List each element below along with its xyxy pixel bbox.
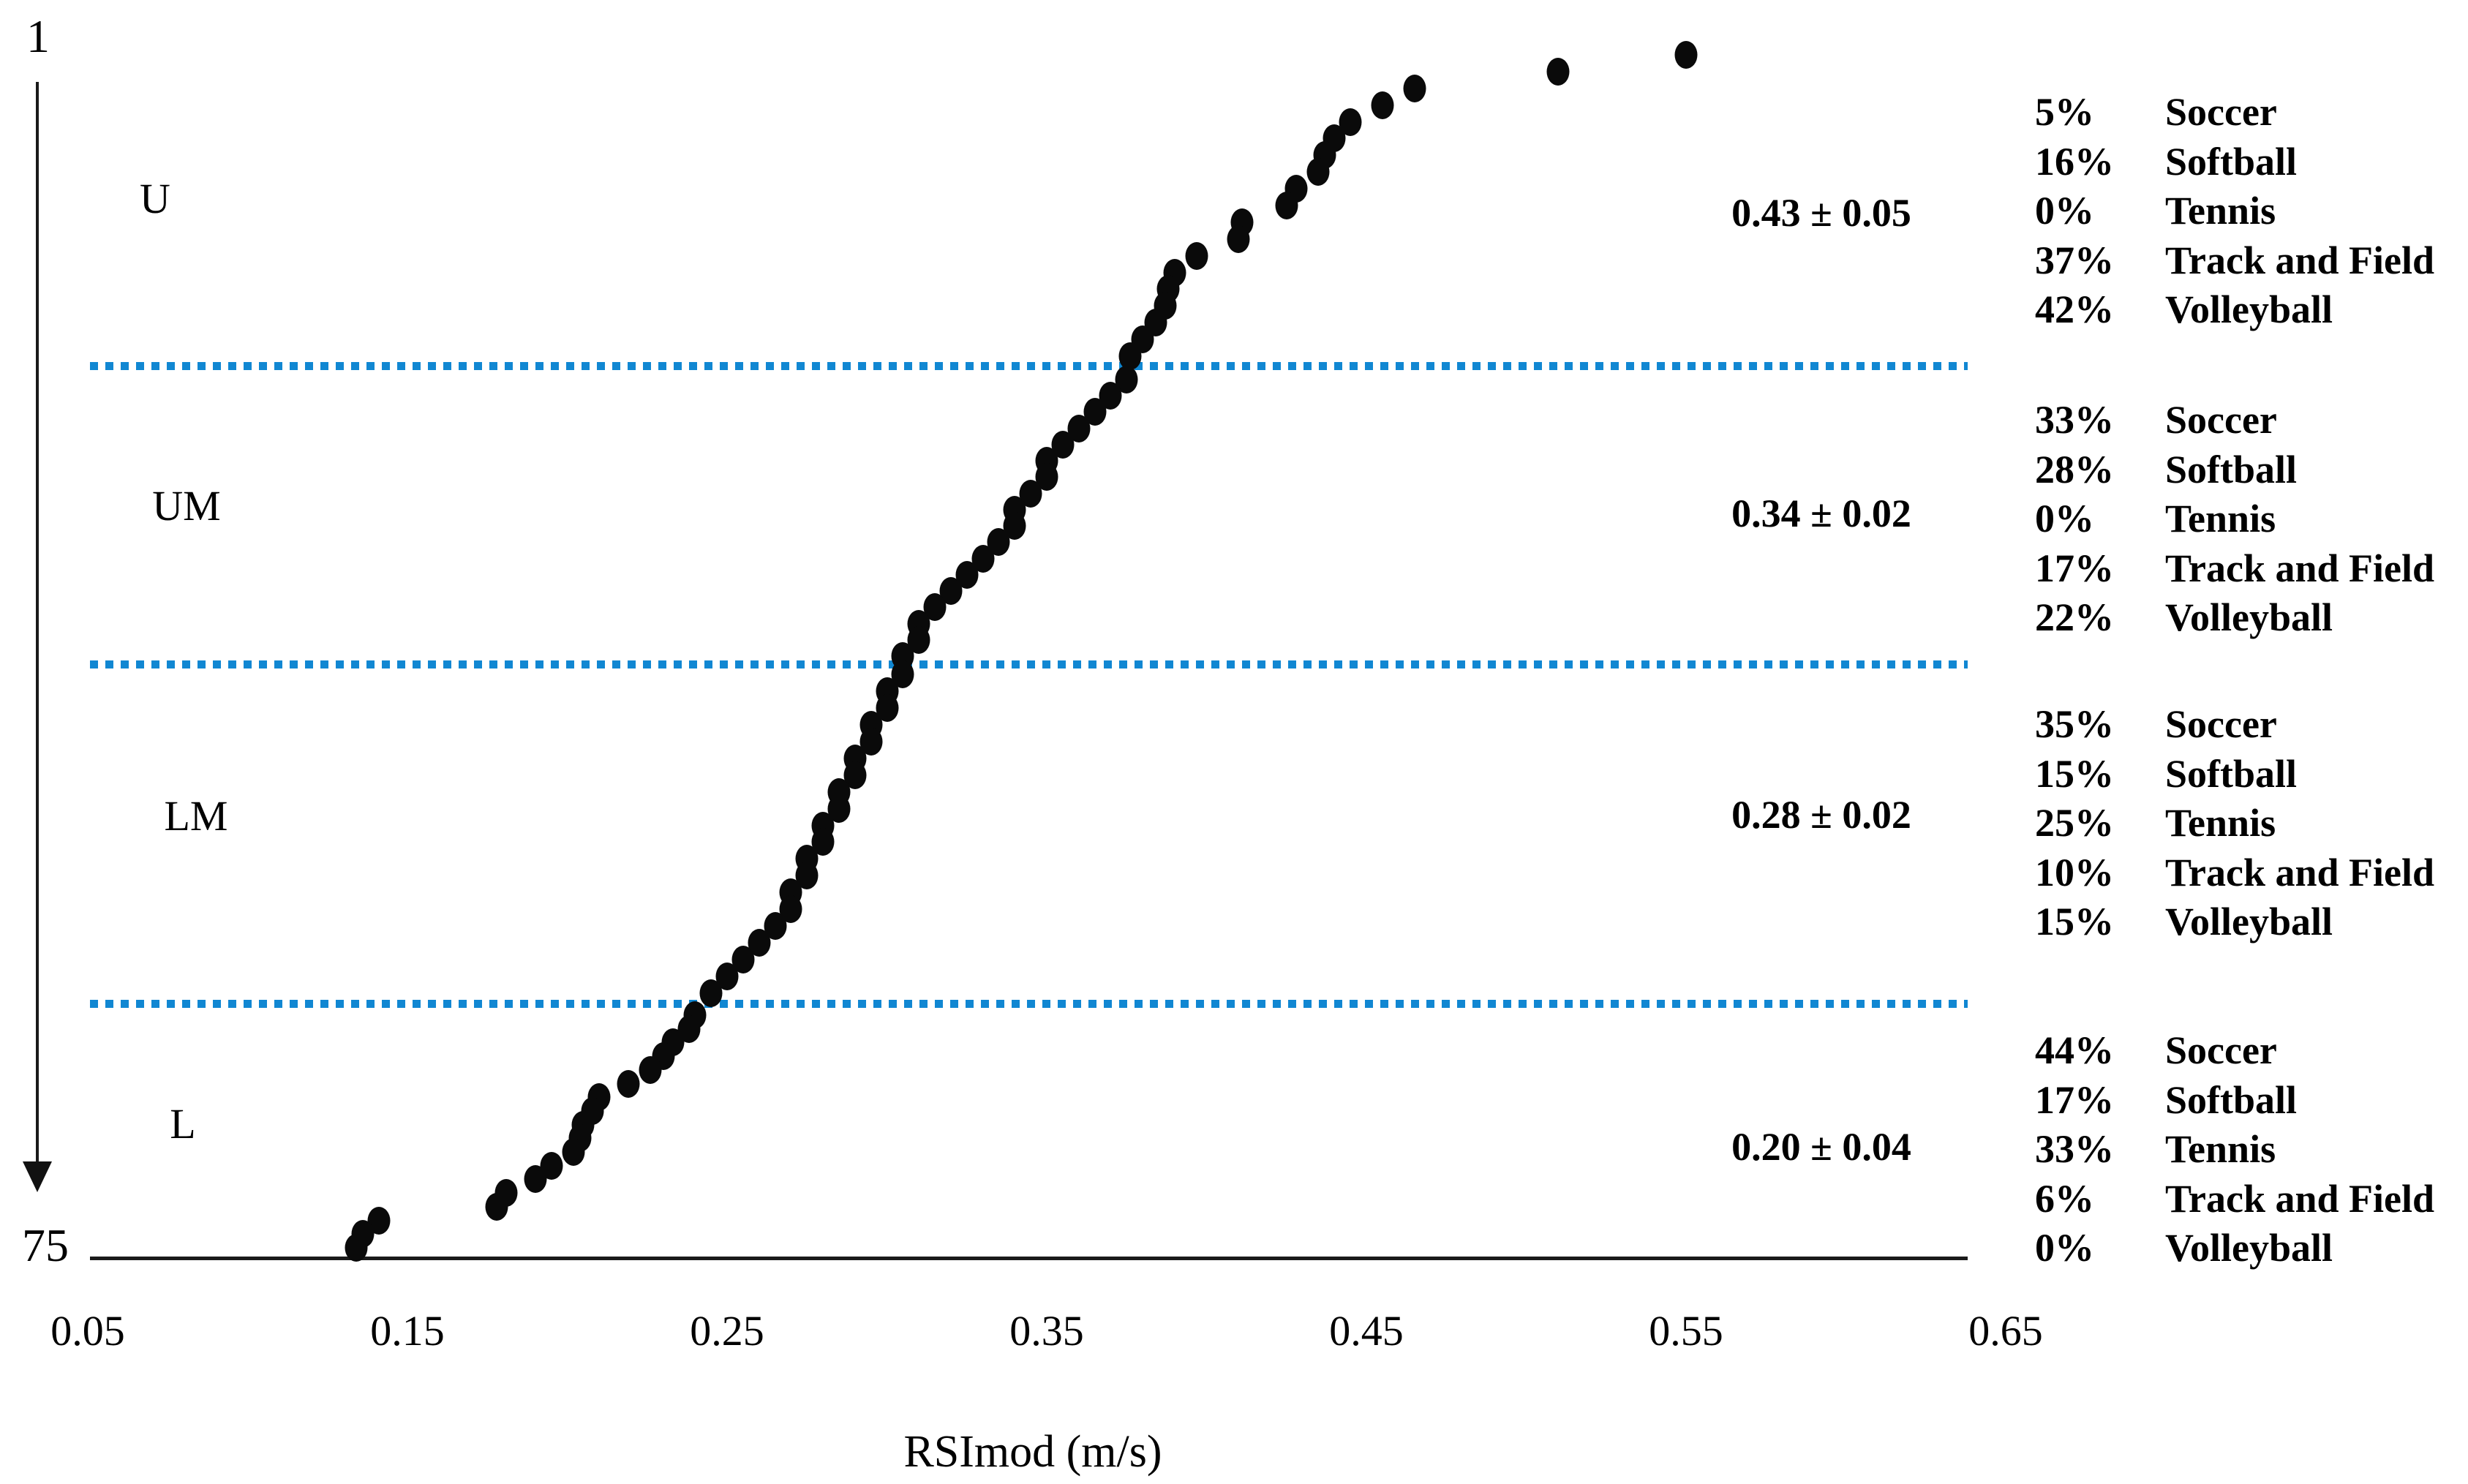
legend-percent-um-volleyball: 22% (2035, 595, 2114, 640)
legend-percent-l-volleyball: 0% (2035, 1226, 2094, 1270)
group-label-l: L (170, 1100, 196, 1148)
legend-percent-um-softball: 28% (2035, 447, 2114, 491)
x-tick-0.55: 0.55 (1649, 1307, 1723, 1355)
legend-percent-u-soccer: 5% (2035, 90, 2094, 134)
legend-percent-l-softball: 17% (2035, 1077, 2114, 1122)
legend-percent-um-tennis: 0% (2035, 497, 2094, 541)
data-point (699, 979, 723, 1007)
x-tick-0.15: 0.15 (370, 1307, 445, 1355)
data-point (524, 1165, 547, 1194)
x-axis-line (90, 1257, 1968, 1260)
legend-percent-lm-tennis: 25% (2035, 801, 2114, 845)
data-point (485, 1192, 508, 1221)
data-point (639, 1055, 662, 1084)
group-mean-u: 0.43 ± 0.05 (1731, 191, 1911, 235)
legend-sport-lm-track-and-field: Track and Field (2165, 850, 2435, 894)
x-tick-0.45: 0.45 (1329, 1307, 1404, 1355)
legend-sport-um-softball: Softball (2165, 447, 2298, 491)
legend-sport-um-soccer: Soccer (2165, 398, 2277, 442)
legend-percent-lm-soccer: 35% (2035, 702, 2114, 746)
legend-sport-l-soccer: Soccer (2165, 1028, 2277, 1072)
y-axis-top-tick-label: 1 (26, 10, 50, 62)
legend-percent-lm-volleyball: 15% (2035, 900, 2114, 944)
x-tick-0.65: 0.65 (1968, 1307, 2043, 1355)
y-axis-arrow-line (36, 82, 39, 1163)
x-tick-0.35: 0.35 (1009, 1307, 1084, 1355)
x-axis-title: RSImod (m/s) (903, 1427, 1162, 1477)
legend-sport-u-volleyball: Volleyball (2165, 287, 2333, 332)
legend-sport-lm-soccer: Soccer (2165, 702, 2277, 746)
legend-sport-um-volleyball: Volleyball (2165, 595, 2333, 640)
x-tick-0.05: 0.05 (50, 1307, 125, 1355)
group-mean-um: 0.34 ± 0.02 (1731, 491, 1911, 535)
legend-percent-u-volleyball: 42% (2035, 287, 2114, 332)
data-point (1185, 241, 1208, 270)
legend-sport-u-soccer: Soccer (2165, 90, 2277, 134)
legend-percent-lm-softball: 15% (2035, 751, 2114, 796)
legend-percent-um-track-and-field: 17% (2035, 546, 2114, 590)
legend-sport-l-softball: Softball (2165, 1077, 2298, 1122)
quartile-divider-u-um (90, 362, 1968, 370)
y-axis-arrowhead-icon (23, 1161, 52, 1192)
legend-percent-lm-track-and-field: 10% (2035, 850, 2114, 894)
x-tick-0.25: 0.25 (690, 1307, 764, 1355)
data-point (1306, 158, 1330, 187)
legend-percent-um-soccer: 33% (2035, 398, 2114, 442)
group-label-u: U (140, 175, 170, 222)
legend-percent-l-track-and-field: 6% (2035, 1176, 2094, 1221)
legend-percent-u-track-and-field: 37% (2035, 238, 2114, 282)
legend-sport-um-track-and-field: Track and Field (2165, 546, 2435, 590)
data-point (617, 1069, 640, 1098)
y-axis-bottom-tick-label: 75 (22, 1219, 69, 1271)
legend-sport-l-track-and-field: Track and Field (2165, 1176, 2435, 1221)
data-point (1371, 91, 1394, 119)
legend-percent-l-tennis: 33% (2035, 1127, 2114, 1172)
legend-sport-um-tennis: Tennis (2165, 497, 2276, 541)
legend-sport-u-track-and-field: Track and Field (2165, 238, 2435, 282)
legend-percent-u-softball: 16% (2035, 139, 2114, 184)
data-point (1674, 41, 1698, 69)
group-mean-l: 0.20 ± 0.04 (1731, 1125, 1911, 1169)
quartile-divider-lm-l (90, 1000, 1968, 1008)
legend-sport-l-volleyball: Volleyball (2165, 1226, 2333, 1270)
legend-sport-lm-tennis: Tennis (2165, 801, 2276, 845)
legend-sport-lm-softball: Softball (2165, 751, 2298, 796)
legend-sport-u-softball: Softball (2165, 139, 2298, 184)
legend-sport-lm-volleyball: Volleyball (2165, 900, 2333, 944)
data-point (562, 1138, 585, 1167)
group-label-um: UM (152, 482, 221, 530)
data-point (1275, 192, 1298, 219)
group-label-lm: LM (164, 792, 228, 840)
data-point (1546, 57, 1570, 86)
data-point (1118, 342, 1142, 370)
quartile-divider-um-lm (90, 660, 1968, 668)
data-point (1227, 225, 1250, 253)
legend-percent-u-tennis: 0% (2035, 189, 2094, 233)
data-point (345, 1234, 368, 1262)
legend-sport-l-tennis: Tennis (2165, 1127, 2276, 1172)
legend-sport-u-tennis: Tennis (2165, 189, 2276, 233)
data-point (1403, 74, 1426, 102)
group-mean-lm: 0.28 ± 0.02 (1731, 793, 1911, 837)
legend-percent-l-soccer: 44% (2035, 1028, 2114, 1072)
